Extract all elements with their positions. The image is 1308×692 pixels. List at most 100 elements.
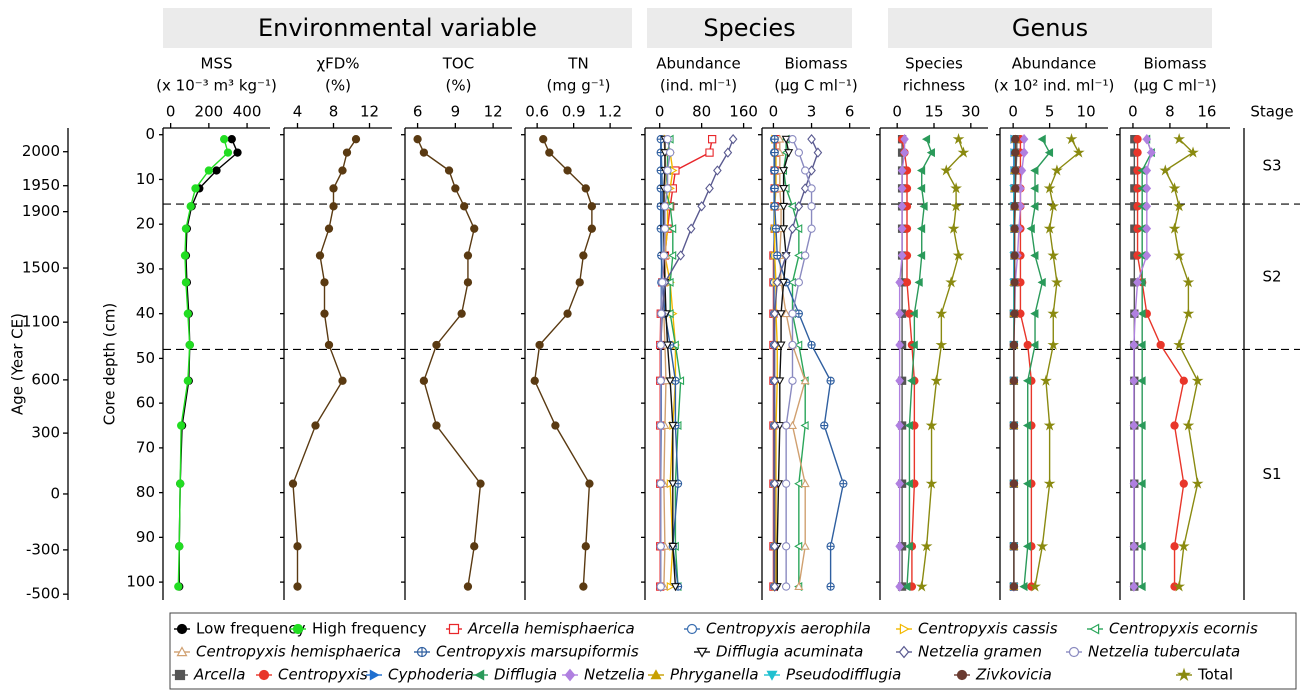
data-point — [676, 250, 685, 261]
data-point — [807, 165, 816, 176]
data-point — [807, 224, 816, 233]
depth-tick-label: 60 — [136, 394, 155, 412]
data-point — [1159, 164, 1172, 176]
x-tick-label: 0 — [166, 103, 176, 121]
x-tick-label: 6 — [413, 103, 423, 121]
data-point — [320, 278, 329, 287]
data-point — [781, 421, 791, 430]
series-line — [416, 138, 482, 587]
data-point — [1043, 477, 1056, 489]
data-point — [897, 223, 907, 234]
data-point — [1179, 479, 1188, 488]
age-tick-label: 0 — [50, 484, 60, 502]
x-tick-label: 0 — [1128, 103, 1138, 121]
data-point — [1156, 340, 1165, 350]
legend-marker — [1068, 646, 1080, 658]
x-tick-label: 15 — [924, 103, 943, 121]
data-point — [895, 277, 904, 288]
data-point — [1030, 165, 1039, 176]
data-point — [663, 166, 672, 175]
data-point — [909, 309, 918, 319]
data-point — [665, 201, 674, 211]
data-point — [957, 146, 970, 158]
data-point — [826, 582, 835, 591]
data-point — [1129, 478, 1139, 489]
data-point — [781, 479, 791, 488]
data-point — [895, 308, 904, 319]
data-point — [773, 251, 782, 260]
data-point — [914, 277, 923, 287]
group-header-box — [647, 8, 852, 48]
data-point — [1043, 222, 1056, 234]
x-tick-label: 9 — [451, 103, 461, 121]
legend-label: Centropyxis aerophila — [706, 620, 871, 638]
panel-subtitle: (μg C ml⁻¹) — [774, 77, 858, 95]
data-point — [776, 341, 786, 350]
data-point — [1009, 376, 1019, 385]
data-point — [1022, 420, 1032, 431]
data-point — [1009, 421, 1019, 430]
x-tick-label: 3 — [807, 103, 817, 121]
data-point — [668, 250, 677, 261]
data-point — [1168, 182, 1181, 194]
data-point — [227, 135, 236, 144]
data-point — [1129, 420, 1139, 431]
data-point — [770, 308, 780, 319]
legend-marker — [650, 669, 662, 680]
legend-label: Difflugia — [494, 666, 557, 684]
data-point — [204, 166, 214, 175]
panel-title: Species — [905, 55, 963, 73]
legend-marker — [564, 668, 576, 682]
panel-subtitle: richness — [903, 77, 966, 95]
data-point — [1168, 222, 1181, 234]
data-point — [902, 224, 912, 233]
legend-marker — [1176, 667, 1192, 681]
data-point — [329, 202, 338, 211]
panel-title: MSS — [201, 55, 233, 73]
data-point — [311, 421, 320, 430]
data-point — [320, 309, 329, 318]
data-point — [342, 148, 352, 157]
legend-label: Centropyxis cassis — [918, 620, 1058, 638]
legend-label: Centropyxis ecornis — [1109, 620, 1258, 638]
data-point — [794, 224, 803, 234]
data-point — [788, 135, 797, 144]
data-point — [1142, 183, 1152, 194]
data-point — [807, 340, 816, 350]
x-tick-label: 4 — [293, 103, 303, 121]
series-line — [534, 138, 593, 587]
data-point — [1137, 479, 1146, 489]
panel-subtitle: (mg g⁻¹) — [546, 77, 610, 95]
data-point — [904, 541, 913, 551]
data-point — [794, 278, 803, 287]
legend-label: Centropyxis marsupiformis — [436, 643, 639, 661]
data-point — [539, 135, 548, 144]
data-point — [897, 250, 907, 261]
data-point — [1010, 224, 1019, 233]
data-point — [1030, 183, 1039, 193]
data-point — [668, 542, 678, 552]
data-point — [781, 135, 791, 144]
data-point — [807, 134, 816, 145]
data-point — [1133, 277, 1142, 288]
data-point — [920, 540, 933, 552]
data-point — [794, 541, 803, 551]
data-point — [1030, 201, 1039, 211]
data-point — [705, 183, 714, 194]
data-point — [1051, 276, 1063, 288]
data-point — [174, 582, 183, 591]
data-point — [1129, 339, 1139, 351]
data-point — [1191, 477, 1204, 489]
x-tick-label: 80 — [692, 103, 711, 121]
data-point — [530, 376, 539, 385]
legend-label: Total — [1197, 666, 1233, 684]
depth-tick-label: 30 — [136, 259, 155, 277]
data-point — [476, 479, 485, 488]
data-point — [212, 166, 221, 175]
data-point — [180, 251, 190, 260]
data-point — [460, 202, 469, 211]
panel-title: TOC — [442, 55, 474, 73]
data-point — [713, 165, 722, 176]
data-point — [919, 201, 928, 211]
age-tick-label: -500 — [26, 585, 60, 603]
